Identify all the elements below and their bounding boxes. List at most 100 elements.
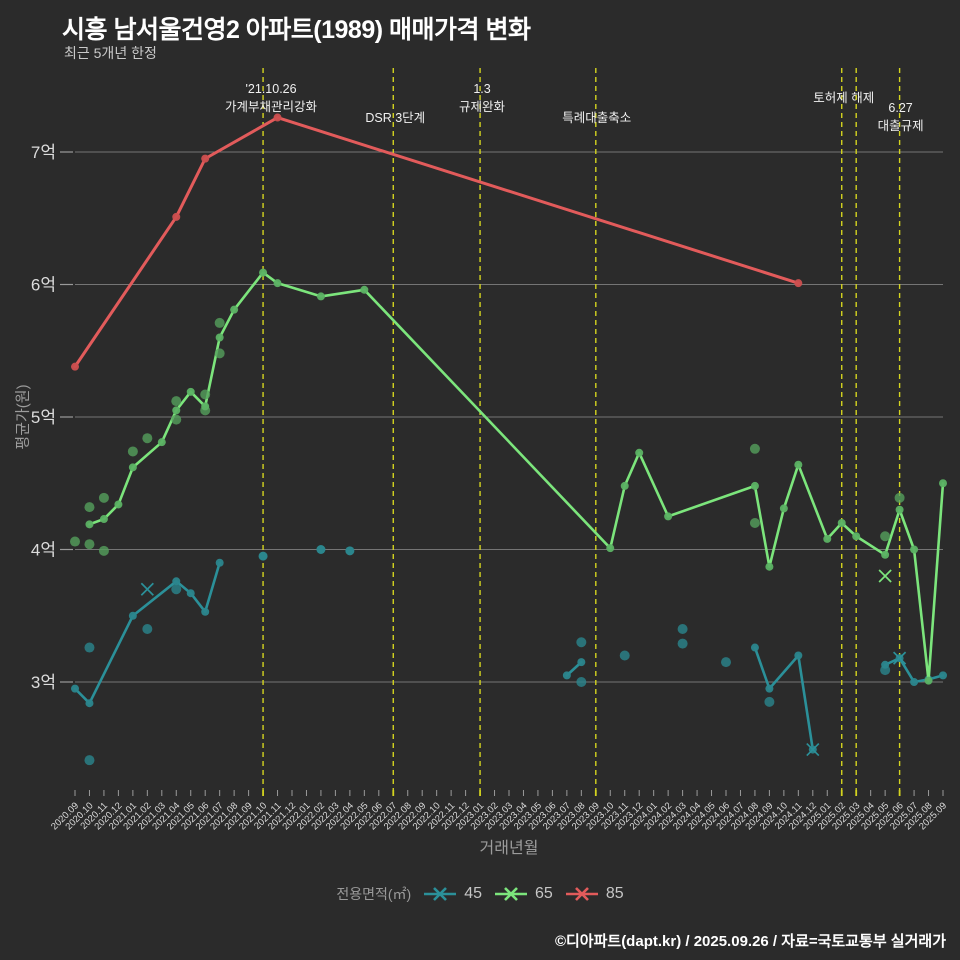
y-tick-label: 5억 — [31, 408, 56, 427]
line-point — [114, 500, 123, 509]
scatter-point — [214, 317, 225, 328]
legend-item-label: 85 — [605, 885, 624, 902]
x-axis-title: 거래년월 — [479, 840, 539, 857]
scatter-point — [171, 396, 182, 407]
series-45 — [71, 545, 947, 766]
event-label: '21.10.26 — [246, 82, 297, 96]
line-point — [910, 545, 919, 554]
line-point — [172, 212, 181, 221]
scatter-point — [70, 536, 80, 547]
event-label: DSR 3단계 — [365, 111, 425, 125]
line-point — [606, 544, 615, 553]
source-credit: ©디아파트(dapt.kr) / 2025.09.26 / 자료=국토교통부 실… — [554, 933, 946, 950]
event-label: 규제완화 — [459, 100, 506, 114]
legend-title: 전용면적(㎡) — [336, 886, 412, 902]
series-line — [73, 116, 800, 369]
event-label: 토허제 해제 — [813, 91, 874, 105]
scatter-point — [84, 539, 95, 550]
scatter-point — [142, 624, 153, 634]
series-85 — [71, 113, 803, 371]
series-line — [88, 271, 945, 682]
scatter-point — [171, 414, 182, 425]
x-marker — [892, 651, 907, 665]
line-point — [939, 671, 947, 680]
scatter-point — [127, 446, 138, 457]
y-tick-label: 4억 — [31, 541, 56, 560]
line-point — [172, 406, 181, 415]
line-point — [664, 512, 673, 521]
series-65 — [70, 268, 947, 685]
line-point — [577, 658, 586, 667]
line-point — [201, 607, 210, 616]
y-axis-title: 평균가(원) — [14, 384, 32, 450]
legend-item-65: 65 — [494, 885, 553, 903]
legend-item-label: 45 — [464, 885, 483, 902]
line-point — [71, 684, 79, 693]
isolated-point — [345, 546, 355, 556]
line-point — [259, 268, 268, 277]
line-point — [128, 463, 137, 472]
legend-item-45: 45 — [423, 885, 482, 903]
scatter-point — [576, 677, 587, 687]
x-marker — [140, 582, 154, 596]
line-point — [794, 279, 803, 288]
event-label: 1.3 — [473, 82, 490, 96]
scatter-point — [721, 657, 731, 668]
line-point — [881, 660, 890, 669]
event-label: 6.27 — [888, 101, 912, 115]
scatter-point — [142, 433, 153, 444]
line-point — [750, 481, 759, 490]
y-tick-label: 6억 — [31, 276, 56, 295]
line-point — [924, 676, 933, 685]
line-point — [635, 448, 644, 457]
line-point — [99, 515, 108, 524]
legend-item-85: 85 — [565, 885, 624, 903]
event-label: 특례대출축소 — [562, 111, 631, 125]
x-marker — [878, 569, 892, 583]
line-point — [85, 699, 94, 708]
scatter-point — [98, 545, 109, 556]
series-line — [753, 646, 815, 751]
line-point — [837, 519, 846, 527]
scatter-point — [749, 518, 760, 528]
scatter-point — [171, 584, 182, 595]
scatter-point — [894, 492, 905, 503]
isolated-point — [258, 551, 268, 561]
line-point — [201, 154, 210, 163]
scatter-point — [200, 389, 211, 400]
line-point — [794, 651, 803, 660]
line-point — [881, 550, 890, 559]
scatter-point — [84, 642, 95, 653]
line-point — [852, 532, 861, 541]
y-tick-label: 3억 — [31, 673, 56, 692]
line-point — [157, 438, 166, 447]
scatter-point — [214, 348, 225, 359]
line-point — [128, 611, 137, 620]
line-point — [230, 305, 239, 314]
legend-marker-icon — [495, 887, 528, 901]
scatter-point — [576, 637, 587, 648]
line-point — [750, 643, 759, 652]
scatter-point — [880, 531, 891, 542]
legend-marker-icon — [424, 887, 457, 901]
line-point — [172, 577, 181, 586]
scatter-point — [84, 755, 95, 766]
event-label: 가계부채관리강화 — [225, 100, 318, 114]
line-point — [186, 387, 195, 396]
x-marker — [806, 742, 820, 757]
line-point — [779, 504, 788, 513]
line-point — [794, 460, 803, 469]
line-point — [939, 479, 947, 488]
legend-item-label: 65 — [535, 885, 553, 902]
line-point — [910, 678, 919, 686]
line-point — [273, 113, 282, 122]
scatter-point — [677, 638, 688, 649]
line-point — [620, 481, 629, 490]
isolated-point — [316, 545, 326, 554]
line-point — [215, 558, 224, 567]
event-label: 대출규제 — [878, 119, 924, 133]
legend: 전용면적(㎡) 45 65 85 — [0, 884, 960, 904]
line-point — [71, 362, 79, 371]
